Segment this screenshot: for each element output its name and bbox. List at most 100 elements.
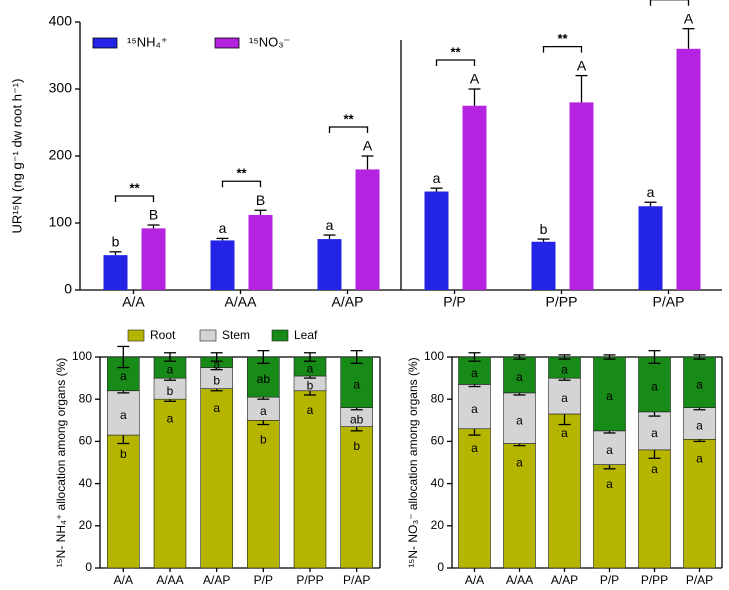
significance-letter: b (120, 447, 127, 461)
y-tick-label: 100 (424, 349, 444, 363)
bar (317, 239, 342, 290)
bracket (221, 180, 262, 188)
bar-segment (548, 413, 581, 569)
y-tick-label: 0 (85, 560, 92, 574)
significance-letter: a (696, 377, 703, 391)
bar-segment (503, 443, 536, 569)
significance-letter: a (516, 370, 523, 384)
x-tick-label: A/AA (225, 294, 258, 310)
bar (103, 255, 128, 290)
significance-letter: A (577, 57, 587, 73)
significance-letter: a (167, 363, 174, 377)
legend-swatch (92, 37, 118, 49)
legend-label: Root (150, 328, 176, 342)
bar-segment (503, 392, 536, 444)
x-tick-label: A/A (122, 294, 145, 310)
significance-letter: a (471, 441, 478, 455)
bar-segment (683, 407, 716, 440)
y-tick-label: 0 (437, 560, 444, 574)
x-tick-label: P/AP (653, 294, 685, 310)
legend-label: Leaf (294, 328, 318, 342)
bar-segment (548, 377, 581, 415)
bar (462, 105, 487, 290)
significance-letter: a (647, 184, 655, 200)
significance-letter: b (353, 439, 360, 453)
y-axis-label: UR¹⁵N (ng g⁻¹ dw root h⁻¹) (9, 79, 24, 234)
x-tick-label: A/AA (156, 573, 183, 587)
significance-letter: a (353, 377, 360, 391)
bar (355, 169, 380, 290)
bar-segment (247, 419, 280, 569)
y-tick-label: 300 (49, 80, 73, 96)
significance-letter: b (540, 221, 548, 237)
y-tick-label: 20 (431, 518, 445, 532)
bar (424, 191, 449, 290)
bar-segment (458, 428, 491, 569)
significance-letter: a (561, 363, 568, 377)
significance-letter: a (219, 220, 227, 236)
bar-segment (503, 356, 536, 394)
bar-segment (683, 438, 716, 569)
significance-letter: a (561, 426, 568, 440)
legend-swatch (214, 37, 240, 49)
significance-letter: A (363, 138, 373, 154)
y-tick-label: 40 (431, 476, 445, 490)
significance-letter: a (606, 389, 613, 403)
bar (638, 206, 663, 290)
significance-stars: ** (450, 44, 461, 59)
significance-letter: a (606, 477, 613, 491)
bar-segment (107, 390, 140, 436)
x-tick-label: A/AP (203, 573, 230, 587)
legend-label: ¹⁵NH₄⁺ (127, 34, 168, 49)
x-tick-label: A/AP (551, 573, 578, 587)
significance-letter: b (260, 432, 267, 446)
x-tick-label: P/AP (343, 573, 370, 587)
x-tick-label: P/PP (641, 573, 668, 587)
significance-letter: a (651, 380, 658, 394)
y-tick-label: 100 (72, 349, 92, 363)
significance-letter: a (651, 462, 658, 476)
significance-stars: ** (236, 166, 247, 181)
bar-segment (638, 356, 671, 413)
bar-segment (107, 434, 140, 569)
significance-letter: a (213, 401, 220, 415)
bar-segment (638, 449, 671, 569)
significance-letter: a (516, 456, 523, 470)
bar (531, 241, 556, 290)
significance-letter: a (307, 362, 314, 376)
significance-stars: ** (557, 31, 568, 46)
bar-segment (200, 388, 233, 569)
bar (569, 102, 594, 291)
significance-letter: a (696, 451, 703, 465)
significance-letter: b (307, 379, 314, 393)
legend-swatch (127, 329, 145, 342)
significance-letter: b (213, 373, 220, 387)
significance-letter: A (470, 71, 480, 87)
bar-segment (593, 430, 626, 465)
significance-letter: a (167, 411, 174, 425)
x-tick-label: P/P (443, 294, 466, 310)
bar (676, 48, 701, 290)
significance-letter: a (561, 391, 568, 405)
significance-letter: a (326, 217, 334, 233)
significance-letter: b (167, 384, 174, 398)
bar-segment (340, 356, 373, 408)
significance-letter: a (120, 408, 127, 422)
y-tick-label: 80 (79, 391, 93, 405)
y-tick-label: 200 (49, 147, 73, 163)
y-tick-label: 100 (49, 214, 73, 230)
significance-letter: a (307, 403, 314, 417)
y-tick-label: 60 (431, 434, 445, 448)
y-tick-label: 0 (64, 281, 72, 297)
x-tick-label: P/AP (686, 573, 713, 587)
bar-segment (638, 411, 671, 451)
y-tick-label: 80 (431, 391, 445, 405)
y-axis-label: ¹⁵N- NO₃⁻ allocation among organs (%) (406, 357, 420, 567)
bracket (114, 195, 155, 203)
significance-stars: ** (343, 111, 354, 126)
significance-letter: a (260, 404, 267, 418)
significance-letter: ab (257, 372, 271, 386)
bar-segment (293, 390, 327, 569)
significance-stars: ** (129, 180, 140, 195)
